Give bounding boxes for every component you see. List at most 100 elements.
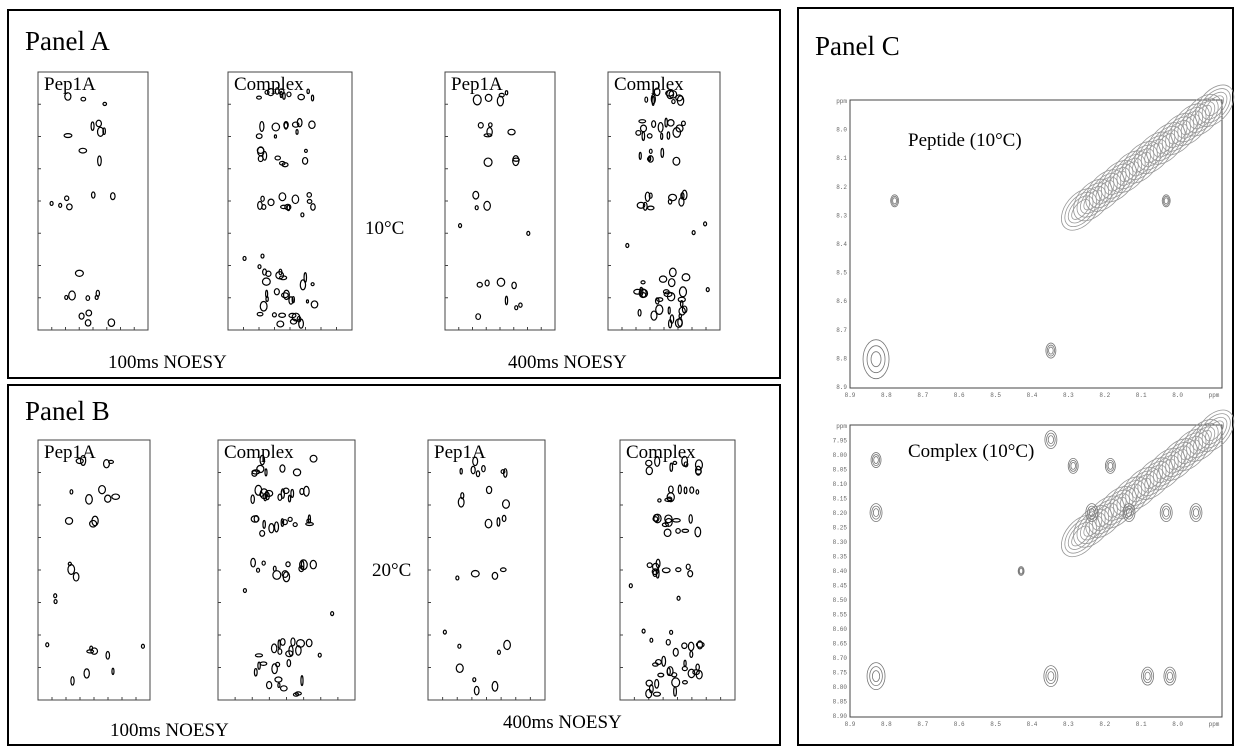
peak (655, 679, 659, 688)
peak (275, 522, 279, 532)
y-tick-label: 8.9 (836, 384, 847, 391)
peak (485, 94, 492, 101)
caption: 100ms NOESY (110, 720, 229, 741)
peak (258, 265, 261, 269)
y-tick-label: 8.15 (833, 496, 848, 503)
peak (695, 527, 701, 536)
peak (91, 122, 94, 130)
peak (670, 268, 677, 276)
peak (492, 572, 497, 579)
peak (484, 201, 491, 210)
contour (1049, 347, 1054, 354)
peak (79, 148, 87, 153)
panel-a-box (8, 10, 780, 378)
peak (473, 678, 476, 682)
contour (1145, 672, 1150, 680)
peak (257, 96, 262, 99)
peak (69, 291, 76, 300)
peak (527, 231, 530, 235)
peak (307, 200, 312, 204)
plot-label: Pep1A (451, 74, 503, 95)
peak (501, 470, 505, 474)
peak (497, 278, 504, 286)
contour (867, 346, 885, 373)
peak (653, 571, 657, 577)
peak (668, 120, 674, 126)
peak (641, 281, 645, 284)
y-tick-label: 8.35 (833, 554, 848, 561)
peak (281, 205, 287, 208)
peak (279, 313, 286, 317)
peak (669, 194, 677, 200)
peak (286, 562, 290, 567)
peak (296, 130, 298, 135)
peak (96, 120, 101, 126)
peak (311, 95, 313, 101)
y-tick-label: ppm (836, 423, 847, 430)
peak (305, 149, 308, 152)
peak (676, 568, 681, 572)
peak (649, 149, 652, 153)
peak (272, 664, 277, 674)
peak (626, 244, 629, 248)
x-tick-label: 8.3 (1063, 392, 1074, 399)
peak (262, 278, 270, 285)
y-tick-label: 8.80 (833, 684, 848, 691)
peak (653, 692, 660, 696)
peak (690, 487, 694, 493)
peak (646, 467, 652, 475)
peak (670, 630, 673, 634)
contour (874, 457, 879, 464)
x-tick-label: 8.9 (845, 392, 856, 399)
y-tick-label: 8.90 (833, 713, 848, 720)
contour (870, 667, 883, 686)
peak (86, 296, 90, 301)
peak (688, 571, 693, 577)
peak (639, 152, 641, 159)
x-tick-label: 8.5 (990, 721, 1001, 728)
peak (658, 499, 661, 502)
plot-frame (38, 72, 148, 330)
panel-c-box (798, 8, 1233, 745)
x-tick-label: ppm (1209, 392, 1220, 399)
x-tick-label: 8.0 (1172, 721, 1183, 728)
peak (287, 660, 291, 667)
contour (871, 352, 881, 367)
peak (257, 568, 260, 572)
peak (692, 231, 695, 235)
peak (485, 519, 492, 528)
y-tick-label: 8.20 (833, 510, 848, 517)
y-tick-label: 8.0 (836, 127, 847, 134)
peak (639, 120, 646, 123)
peak (260, 531, 265, 537)
peak (54, 594, 57, 598)
peak (688, 642, 693, 650)
contour (1108, 462, 1113, 469)
peak (667, 132, 670, 139)
peak (273, 566, 276, 571)
peak (256, 134, 262, 139)
peak (293, 469, 300, 476)
peak (104, 460, 110, 468)
peak (497, 518, 500, 526)
x-tick-label: 8.7 (917, 392, 928, 399)
x-tick-label: 8.2 (1099, 721, 1110, 728)
contour (1071, 462, 1076, 469)
peak (706, 288, 709, 292)
peak (672, 100, 675, 104)
peak (645, 97, 648, 102)
peak (669, 279, 675, 287)
x-tick-label: 8.4 (1027, 721, 1038, 728)
peak (331, 612, 334, 616)
y-tick-label: 8.2 (836, 184, 847, 191)
peak (673, 157, 680, 165)
plot-frame (445, 72, 555, 330)
peak (274, 135, 276, 138)
peak (642, 629, 645, 633)
peak (282, 293, 289, 298)
peak (105, 495, 111, 502)
peak (682, 643, 687, 648)
x-tick-label: 8.6 (954, 392, 965, 399)
peak (682, 121, 686, 125)
plot-label: Pep1A (44, 74, 96, 95)
